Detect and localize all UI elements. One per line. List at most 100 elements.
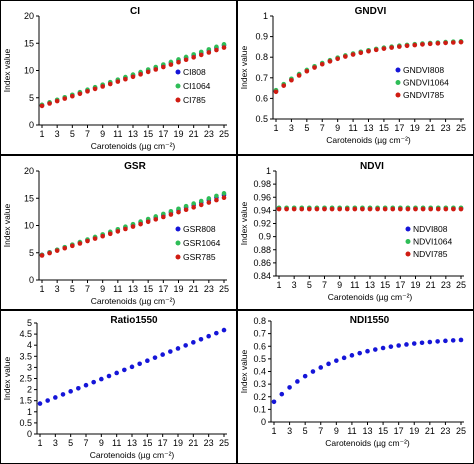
x-tick-label: 21 — [425, 123, 435, 133]
data-point — [77, 241, 83, 246]
legend-label: GSR1064 — [183, 238, 221, 248]
x-tick-label: 15 — [142, 438, 152, 448]
data-point — [458, 206, 464, 212]
data-point — [85, 238, 90, 244]
legend-marker — [405, 239, 411, 244]
y-tick-label: 0 — [29, 275, 34, 285]
data-point — [273, 89, 279, 95]
data-point — [279, 391, 285, 397]
data-point — [411, 341, 417, 346]
data-point — [107, 231, 113, 237]
x-tick-label: 13 — [128, 284, 138, 294]
data-point — [39, 253, 45, 258]
x-tick-label: 11 — [347, 426, 356, 436]
x-tick-label: 25 — [219, 438, 229, 448]
data-point — [271, 399, 277, 405]
x-tick-label: 21 — [189, 129, 199, 139]
x-tick-label: 11 — [112, 438, 121, 448]
y-tick-label: 2.5 — [19, 374, 32, 384]
data-point — [221, 42, 227, 47]
y-tick-label: 0.7 — [253, 329, 266, 339]
x-tick-label: 3 — [55, 129, 60, 139]
data-point — [191, 55, 196, 60]
data-point — [123, 226, 128, 232]
data-point — [206, 50, 212, 55]
data-point — [360, 206, 365, 212]
legend-gndvi: GNDVI808 GNDVI1064 GNDVI785 — [395, 65, 449, 100]
x-tick-label: 13 — [127, 438, 137, 448]
legend-marker — [405, 226, 411, 232]
data-point — [92, 86, 98, 92]
data-point — [389, 45, 394, 50]
data-point — [326, 361, 331, 367]
data-point — [168, 212, 174, 217]
data-point — [191, 201, 196, 206]
x-tick-label: 1 — [39, 129, 44, 139]
data-point — [427, 41, 433, 47]
x-tick-label: 23 — [204, 438, 214, 448]
data-point — [221, 195, 227, 201]
y-tick-label: 0.6 — [255, 93, 268, 103]
data-point — [214, 44, 219, 50]
data-point — [153, 217, 159, 222]
legend-marker — [395, 80, 401, 85]
x-tick-label: 19 — [173, 438, 183, 448]
data-point — [54, 248, 60, 253]
y-tick-label: 0 — [29, 120, 34, 130]
x-tick-label: 15 — [143, 129, 153, 139]
chart-title-gndvi: GNDVI — [355, 6, 387, 17]
legend-marker — [395, 67, 401, 73]
legend-label: NDVI785 — [413, 249, 448, 259]
data-point — [435, 206, 441, 212]
legend-gsr: GSR808 GSR1064 GSR785 — [175, 224, 221, 262]
data-point — [443, 40, 448, 46]
x-tick-label: 21 — [426, 280, 436, 290]
x-tick-label: 5 — [307, 280, 312, 290]
data-point — [365, 348, 370, 354]
data-point — [388, 344, 394, 349]
data-point — [145, 358, 150, 364]
data-point — [214, 330, 219, 336]
x-tick-label: 9 — [99, 438, 104, 448]
data-point — [318, 365, 324, 370]
y-tick-label: 2 — [27, 385, 32, 395]
y-tick-label: 0.3 — [253, 379, 266, 389]
x-axis-label: Carotenoids (µg cm⁻²) — [328, 292, 413, 302]
data-point — [397, 44, 402, 49]
y-tick-label: 1 — [27, 407, 32, 417]
data-point — [451, 206, 456, 212]
data-point — [206, 333, 211, 339]
data-point — [198, 202, 204, 208]
x-tick-label: 5 — [70, 284, 75, 294]
y-tick-label: 1 — [263, 11, 268, 21]
x-tick-label: 3 — [55, 284, 60, 294]
data-point — [276, 206, 282, 212]
data-point — [284, 206, 289, 212]
data-point — [206, 196, 212, 201]
legend-label: NDVI808 — [413, 224, 448, 234]
data-point — [176, 59, 181, 65]
y-axis-label: Index value — [239, 349, 249, 393]
x-tick-label: 19 — [410, 123, 420, 133]
data-point — [153, 67, 159, 72]
x-tick-label: 5 — [304, 123, 309, 133]
data-point — [343, 54, 348, 59]
x-tick-label: 9 — [100, 129, 105, 139]
data-point — [334, 358, 339, 363]
x-tick-label: 1 — [37, 438, 42, 448]
legend-label: GNDVI1064 — [403, 78, 449, 88]
legend-ndvi: NDVI808 NDVI1064 NDVI785 — [405, 224, 452, 259]
x-tick-label: 9 — [337, 280, 342, 290]
data-point — [45, 398, 50, 403]
legend-ci: CI808 CI1064 CI785 — [175, 67, 211, 105]
x-tick-label: 3 — [53, 438, 58, 448]
data-point — [114, 370, 119, 376]
x-tick-label: 25 — [456, 280, 466, 290]
data-point — [458, 39, 464, 45]
x-axis-label: Carotenoids (µg cm⁻²) — [325, 438, 410, 448]
data-point — [295, 379, 300, 384]
x-tick-label: 9 — [334, 426, 339, 436]
